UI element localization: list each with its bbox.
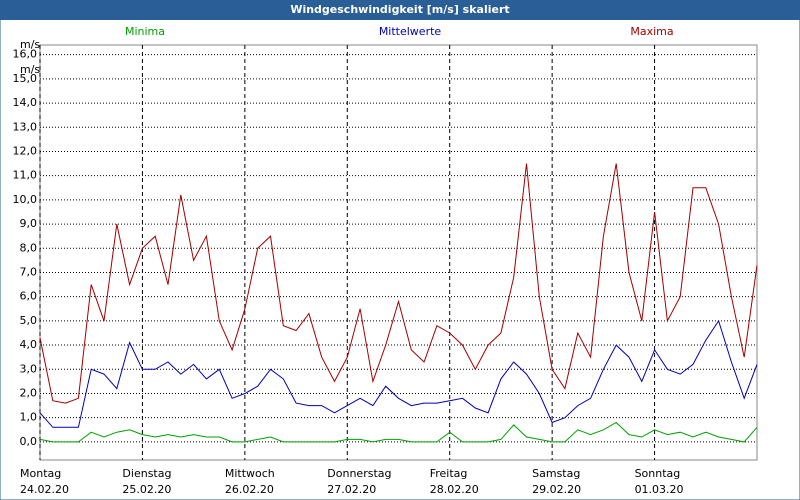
y-tick-label: 1,0 [20,411,38,424]
y-tick-label: 12,0 [13,144,38,157]
x-tick-label: Montag [20,467,61,480]
series-line [39,319,758,428]
title-bar [0,0,800,20]
y-tick-label: 2,0 [20,386,38,399]
y-tick-label: 0,0 [20,435,38,448]
x-tick-date: 25.02.20 [122,483,171,496]
y-tick-label: 3,0 [20,362,38,375]
y-tick-label: 5,0 [20,314,38,327]
x-tick-label: Donnerstag [327,467,391,480]
x-tick-date: 01.03.20 [635,483,684,496]
x-tick-label: Samstag [532,467,580,480]
x-tick-label: Dienstag [122,467,171,480]
y-tick-label: 4,0 [20,338,38,351]
y-unit-label: m/s [20,63,40,76]
x-tick-label: Sonntag [635,467,681,480]
x-tick-date: 24.02.20 [20,483,69,496]
x-tick-label: Mittwoch [225,467,275,480]
legend-label: Maxima [630,25,673,38]
x-tick-date: 29.02.20 [532,483,581,496]
y-tick-label: 6,0 [20,290,38,303]
y-tick-label: 11,0 [13,169,38,182]
y-tick-label: 8,0 [20,241,38,254]
y-tick-label: 15,0 [13,72,38,85]
x-tick-date: 27.02.20 [327,483,376,496]
y-tick-label: 10,0 [13,193,38,206]
y-unit-label: m/s [20,38,40,51]
y-tick-label: 7,0 [20,265,38,278]
legend-label: Minima [125,25,165,38]
legend-label: Mittelwerte [379,25,442,38]
y-tick-label: 16,0 [13,48,38,61]
x-tick-label: Freitag [430,467,468,480]
series-line [39,163,758,404]
series-line [39,421,758,443]
x-tick-date: 28.02.20 [430,483,479,496]
y-tick-label: 13,0 [13,120,38,133]
plot-area [39,44,758,461]
y-tick-label: 9,0 [20,217,38,230]
y-tick-label: 14,0 [13,96,38,109]
chart-title: Windgeschwindigkeit [m/s] skaliert [290,3,509,16]
x-tick-date: 26.02.20 [225,483,274,496]
